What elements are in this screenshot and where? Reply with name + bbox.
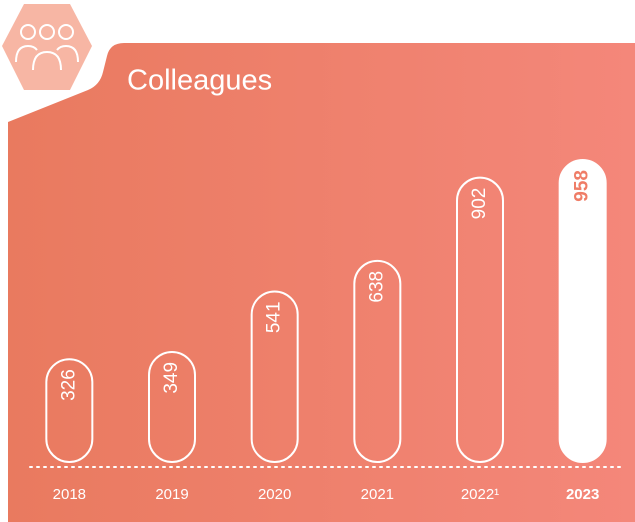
bar [353,259,402,463]
value-label: 541 [264,301,285,333]
x-tick-label: 2019 [155,486,188,503]
value-label: 638 [366,271,387,303]
x-tick-label: 2022¹ [461,486,499,503]
bar [558,159,607,463]
icon [2,4,92,90]
x-tick-label: 2021 [361,486,394,503]
bar [45,358,94,463]
chart-title: Colleagues [127,65,272,97]
bar [250,290,299,463]
value-label: 326 [58,369,79,401]
x-tick-label: 2023 [566,486,599,503]
value-label: 349 [161,362,182,394]
value-label: 902 [469,188,490,220]
x-tick-label: 2018 [53,486,86,503]
value-label: 958 [572,170,593,202]
x-tick-label: 2020 [258,486,291,503]
panel [8,43,635,522]
bar [456,176,504,463]
bar [148,350,196,463]
